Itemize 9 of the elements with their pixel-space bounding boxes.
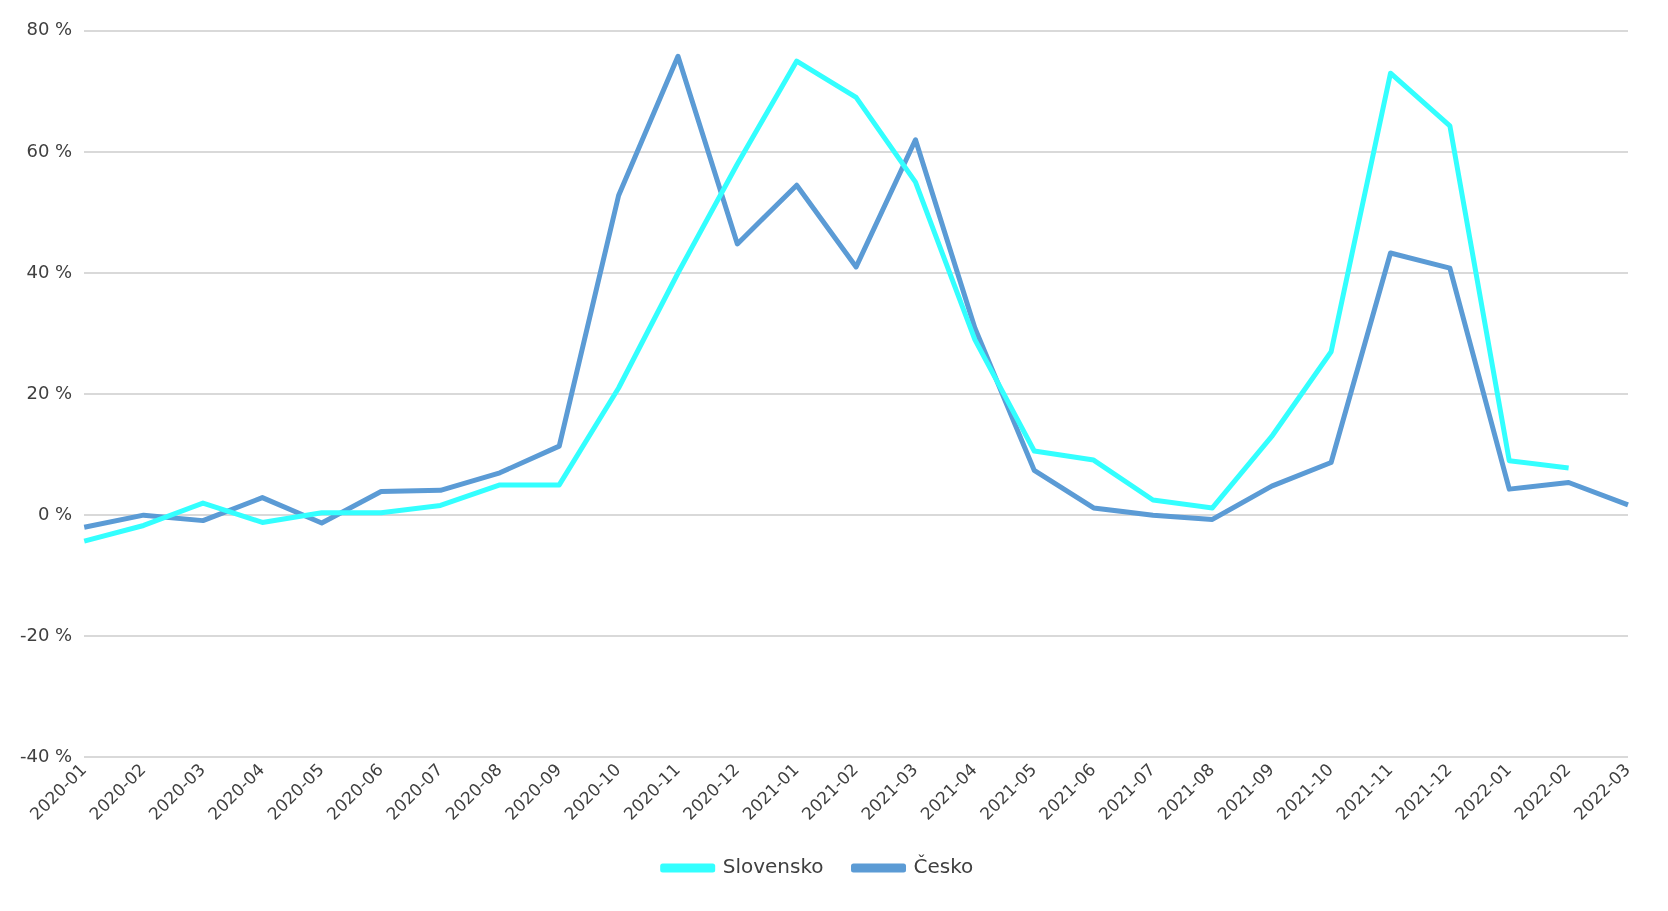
legend-label: Česko bbox=[913, 854, 974, 879]
legend-label: Slovensko bbox=[722, 854, 824, 879]
y-tick-label: -20 % bbox=[19, 623, 73, 645]
y-tick-label: 0 % bbox=[37, 502, 73, 524]
y-tick-label: 20 % bbox=[26, 381, 73, 403]
y-tick-label: -40 % bbox=[19, 745, 73, 767]
y-tick-label: 60 % bbox=[26, 139, 73, 161]
y-tick-label: 40 % bbox=[26, 260, 73, 282]
y-tick-label: 80 % bbox=[26, 18, 73, 40]
